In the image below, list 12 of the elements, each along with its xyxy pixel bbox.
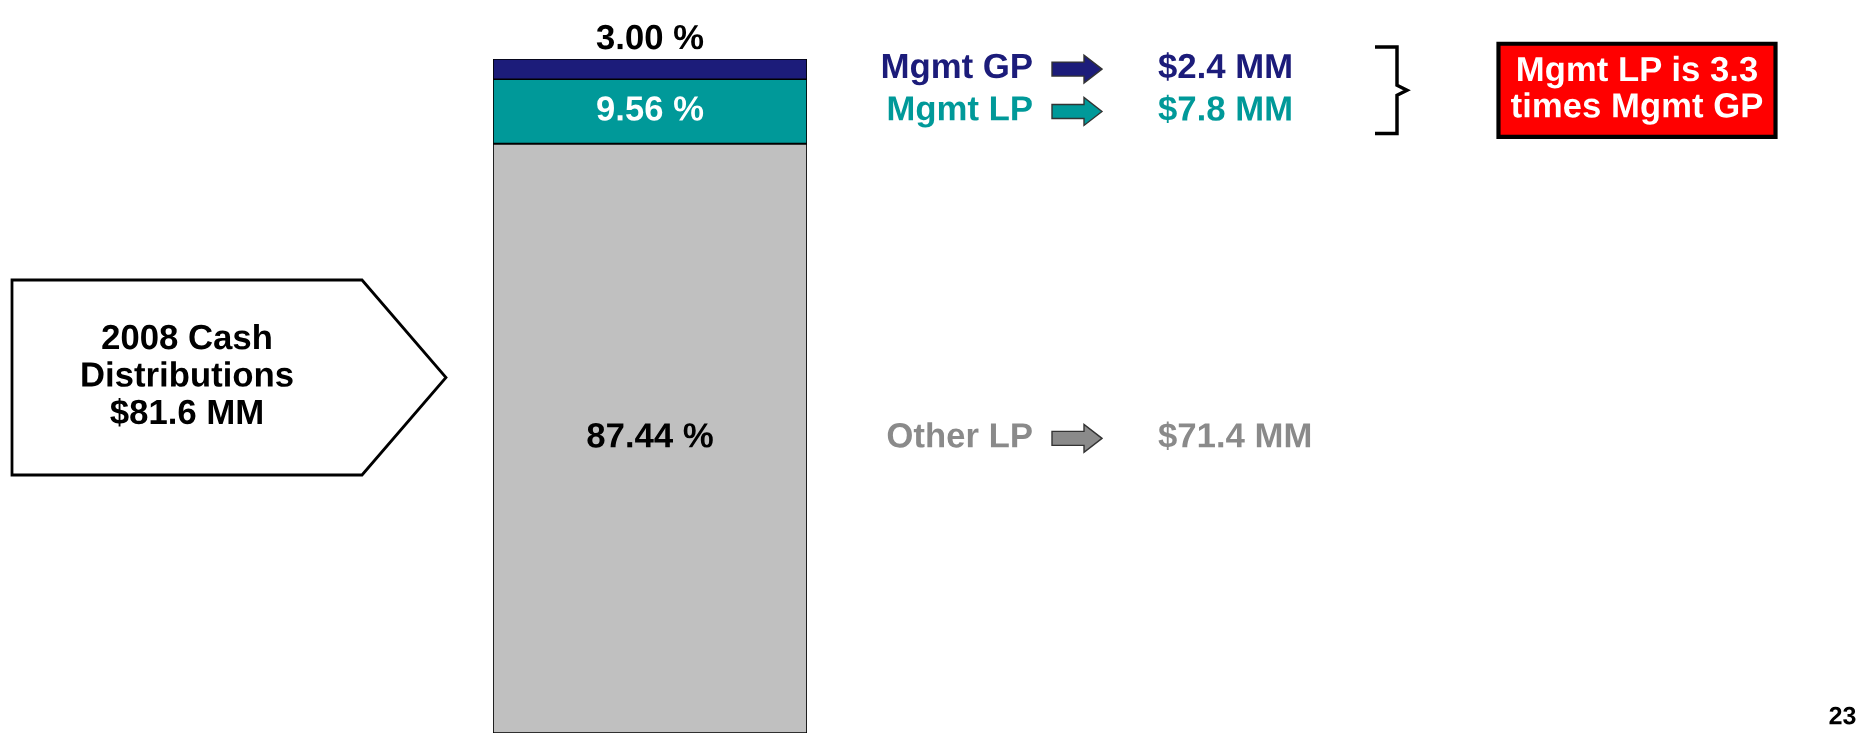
text: Mgmt LP is 3.3 times Mgmt GP (1511, 55, 1763, 125)
data-label: 9.56 % (597, 96, 704, 121)
text: 23 (1829, 706, 1856, 725)
text: $2.4 MM (1158, 52, 1291, 81)
data-label: 87.44 % (587, 423, 713, 448)
legend-label: Mgmt LP (888, 96, 1032, 128)
legend-label: Mgmt GP (882, 53, 1032, 86)
text: $71.4 MM (1158, 421, 1311, 450)
text: 2008 Cash Distributions $81.6 MM (82, 323, 293, 427)
text: Other LP (887, 422, 1032, 448)
data-label: 3.00 % (596, 24, 704, 50)
text: $7.8 MM (1158, 94, 1291, 123)
